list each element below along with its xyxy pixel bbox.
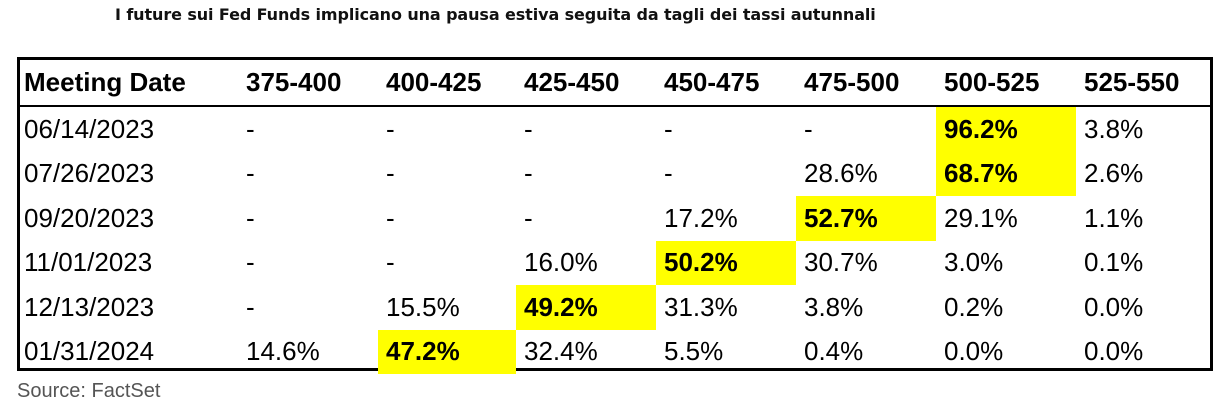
probability-cell: - [386, 202, 395, 233]
probability-cell: - [246, 247, 255, 278]
probability-cell: 5.5% [664, 336, 724, 367]
probability-cell: 17.2% [664, 202, 738, 233]
table-row: 11/01/2023 - - 16.0% 50.2% 30.7% 3.0% 0.1% [20, 240, 1210, 285]
probability-cell: 14.6% [246, 336, 320, 367]
source-note: Source: FactSet [17, 380, 161, 402]
probability-cell: 32.4% [524, 336, 598, 367]
probability-cell: - [386, 247, 395, 278]
highlighted-probability-cell: 96.2% [936, 106, 1076, 152]
probability-cell: 1.1% [1084, 202, 1144, 233]
probability-cell: 0.2% [944, 291, 1004, 322]
probability-cell: 29.1% [944, 202, 1018, 233]
meeting-date-cell: 07/26/2023 [24, 158, 155, 189]
table-body: 06/14/2023 - - - - - 96.2% 3.8% 07/26/2023 - - - - 28… [20, 106, 1210, 374]
probability-cell: - [386, 158, 395, 189]
probability-cell: - [246, 113, 255, 144]
highlighted-probability-cell: 49.2% [516, 285, 656, 330]
probability-cell: 3.8% [804, 291, 864, 322]
probability-cell: 0.0% [1084, 291, 1144, 322]
probability-cell: 0.0% [1084, 336, 1144, 367]
table-row: 09/20/2023 - - - 17.2% 52.7% 29.1% 1.1% [20, 196, 1210, 241]
probability-cell: - [524, 113, 533, 144]
column-header-meeting-date: Meeting Date [20, 60, 238, 107]
probability-cell: 3.0% [944, 247, 1004, 278]
meeting-date-cell: 11/01/2023 [24, 247, 153, 278]
probability-cell: 28.6% [804, 158, 878, 189]
probability-cell: 31.3% [664, 291, 738, 322]
column-header-375-400: 375-400 [238, 60, 378, 107]
probability-cell: - [664, 113, 673, 144]
highlighted-probability-cell: 68.7% [936, 151, 1076, 196]
page-title: I future sui Fed Funds implicano una pau… [115, 5, 876, 24]
probability-cell: 30.7% [804, 247, 878, 278]
column-header-400-425: 400-425 [378, 60, 516, 107]
meeting-date-cell: 09/20/2023 [24, 202, 155, 233]
probability-cell: 0.1% [1084, 247, 1144, 278]
probability-cell: 2.6% [1084, 158, 1144, 189]
probability-cell: 16.0% [524, 247, 598, 278]
probability-cell: - [246, 158, 255, 189]
probability-cell: 15.5% [386, 291, 460, 322]
probability-cell: - [524, 158, 533, 189]
probability-cell: - [524, 202, 533, 233]
highlighted-probability-cell: 47.2% [378, 329, 516, 374]
table-row: 12/13/2023 - 15.5% 49.2% 31.3% 3.8% 0.2% 0.0% [20, 285, 1210, 330]
column-header-500-525: 500-525 [936, 60, 1076, 107]
probability-cell: 3.8% [1084, 113, 1144, 144]
meeting-date-cell: 12/13/2023 [24, 291, 155, 322]
probability-cell: - [664, 158, 673, 189]
probability-cell: - [804, 113, 813, 144]
probability-cell: 0.4% [804, 336, 864, 367]
table-row: 07/26/2023 - - - - 28.6% 68.7% 2.6% [20, 151, 1210, 196]
column-header-450-475: 450-475 [656, 60, 796, 107]
probability-table: Meeting Date 375-400 400-425 425-450 450-475… [20, 60, 1210, 374]
highlighted-probability-cell: 50.2% [656, 240, 796, 285]
probability-cell: - [246, 202, 255, 233]
probability-cell: - [386, 113, 395, 144]
table-row: 06/14/2023 - - - - - 96.2% 3.8% [20, 106, 1210, 152]
column-header-475-500: 475-500 [796, 60, 936, 107]
probability-cell: - [246, 291, 255, 322]
probability-cell: 0.0% [944, 336, 1004, 367]
meeting-date-cell: 06/14/2023 [24, 113, 155, 144]
highlighted-probability-cell: 52.7% [796, 196, 936, 241]
column-header-525-550: 525-550 [1076, 60, 1210, 107]
table-row: 01/31/2024 14.6% 47.2% 32.4% 5.5% 0.4% 0.0% 0.0… [20, 329, 1210, 374]
meeting-date-cell: 01/31/2024 [24, 336, 155, 367]
header-row: Meeting Date 375-400 400-425 425-450 450-475… [20, 60, 1210, 107]
column-header-425-450: 425-450 [516, 60, 656, 107]
probability-table-frame: Meeting Date 375-400 400-425 425-450 450-475… [17, 57, 1213, 374]
